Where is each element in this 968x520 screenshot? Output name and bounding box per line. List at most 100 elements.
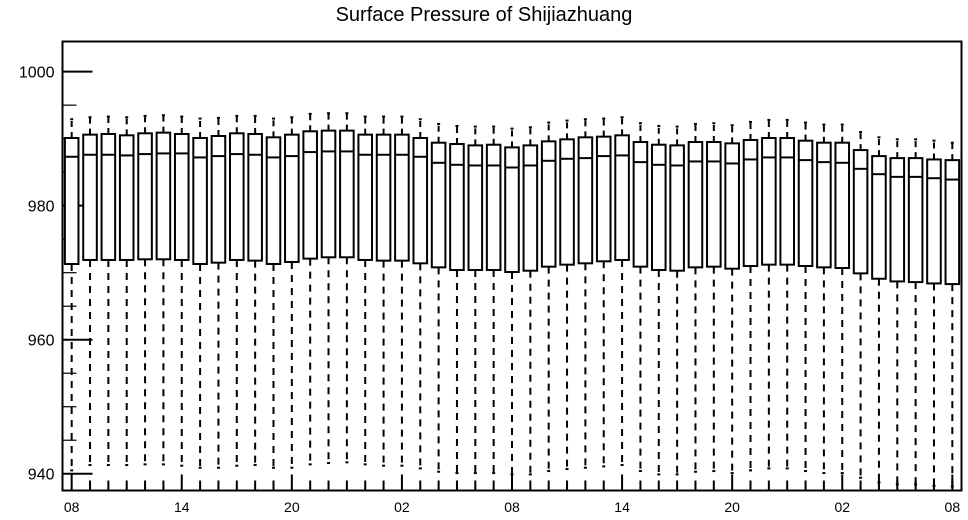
box-4 (137, 114, 153, 466)
box-iqr (320, 129, 337, 259)
box-28 (577, 118, 594, 469)
box-41 (816, 123, 832, 475)
y-tick-label: 960 (28, 333, 55, 350)
box-16 (357, 115, 374, 466)
x-tick-label: 20 (284, 499, 300, 515)
box-11 (265, 117, 282, 469)
box-27 (559, 119, 575, 471)
box-44 (871, 136, 887, 484)
box-12 (284, 116, 300, 469)
box-iqr (192, 137, 208, 265)
box-20 (430, 122, 447, 473)
box-iqr (504, 146, 520, 274)
box-33 (669, 125, 685, 476)
box-iqr (779, 137, 795, 266)
box-iqr (485, 143, 502, 272)
box-10 (247, 114, 263, 467)
x-tick-label: 02 (834, 499, 850, 515)
box-30 (614, 116, 630, 467)
box-31 (632, 122, 649, 473)
box-iqr (650, 143, 667, 272)
box-iqr (118, 134, 135, 261)
box-iqr (302, 130, 318, 260)
box-iqr (724, 142, 740, 270)
box-8 (210, 116, 227, 469)
box-17 (375, 115, 392, 467)
box-iqr (63, 137, 80, 265)
box-iqr (229, 132, 245, 261)
box-18 (394, 115, 410, 467)
box-iqr (82, 133, 98, 261)
box-0 (63, 118, 80, 472)
box-iqr (247, 132, 263, 262)
box-iqr (742, 139, 759, 268)
box-iqr (173, 132, 190, 261)
x-tick-label: 14 (614, 499, 630, 515)
x-axis: 08 14 20 02 08 14 20 02 08 (64, 474, 960, 515)
box-iqr (210, 134, 227, 264)
box-iqr (595, 135, 612, 263)
box-iqr (522, 144, 539, 272)
box-36 (724, 124, 740, 475)
box-5 (155, 114, 172, 466)
box-iqr (449, 143, 465, 272)
box-48 (944, 141, 961, 488)
box-iqr (284, 133, 300, 263)
box-iqr (834, 141, 851, 270)
x-tick-label: 08 (64, 499, 80, 515)
box-iqr (339, 129, 355, 259)
y-axis: 940 960 980 1000 (19, 65, 93, 484)
box-7 (192, 117, 208, 469)
box-35 (706, 122, 722, 473)
box-24 (504, 127, 520, 476)
box-series (63, 112, 961, 488)
y-tick-label: 980 (28, 199, 55, 216)
box-iqr (669, 144, 685, 272)
box-46 (907, 138, 924, 486)
box-37 (742, 120, 759, 472)
box-26 (540, 121, 557, 473)
box-32 (650, 124, 667, 476)
box-9 (229, 114, 245, 467)
box-47 (926, 139, 942, 487)
box-iqr (100, 132, 117, 261)
box-iqr (430, 141, 447, 269)
box-iqr (797, 139, 814, 267)
box-29 (595, 117, 612, 468)
box-iqr (357, 133, 374, 261)
box-22 (467, 125, 484, 475)
box-21 (449, 124, 465, 475)
y-tick-label: 1000 (19, 65, 55, 82)
box-iqr (412, 137, 429, 265)
chart-title: Surface Pressure of Shijiazhuang (335, 4, 633, 26)
x-tick-label: 14 (174, 499, 190, 515)
box-40 (797, 121, 814, 473)
box-3 (118, 116, 135, 467)
box-13 (302, 112, 318, 466)
x-tick-label: 20 (724, 499, 740, 515)
box-14 (320, 112, 337, 465)
box-15 (339, 112, 355, 464)
box-iqr (155, 131, 172, 261)
box-iqr (614, 134, 630, 261)
y-tick-label: 940 (28, 467, 55, 484)
box-iqr (706, 141, 722, 268)
box-42 (834, 123, 851, 475)
box-iqr (926, 158, 942, 285)
box-iqr (687, 141, 704, 269)
box-38 (761, 118, 777, 470)
x-tick-label: 02 (394, 499, 410, 515)
box-19 (412, 118, 429, 470)
box-iqr (889, 157, 906, 283)
box-iqr (559, 138, 575, 266)
box-6 (173, 115, 190, 467)
box-iqr (577, 136, 594, 265)
box-iqr (467, 144, 484, 272)
box-34 (687, 122, 704, 473)
box-1 (82, 116, 98, 467)
box-iqr (816, 141, 832, 269)
box-iqr (852, 149, 869, 275)
box-iqr (871, 155, 887, 280)
